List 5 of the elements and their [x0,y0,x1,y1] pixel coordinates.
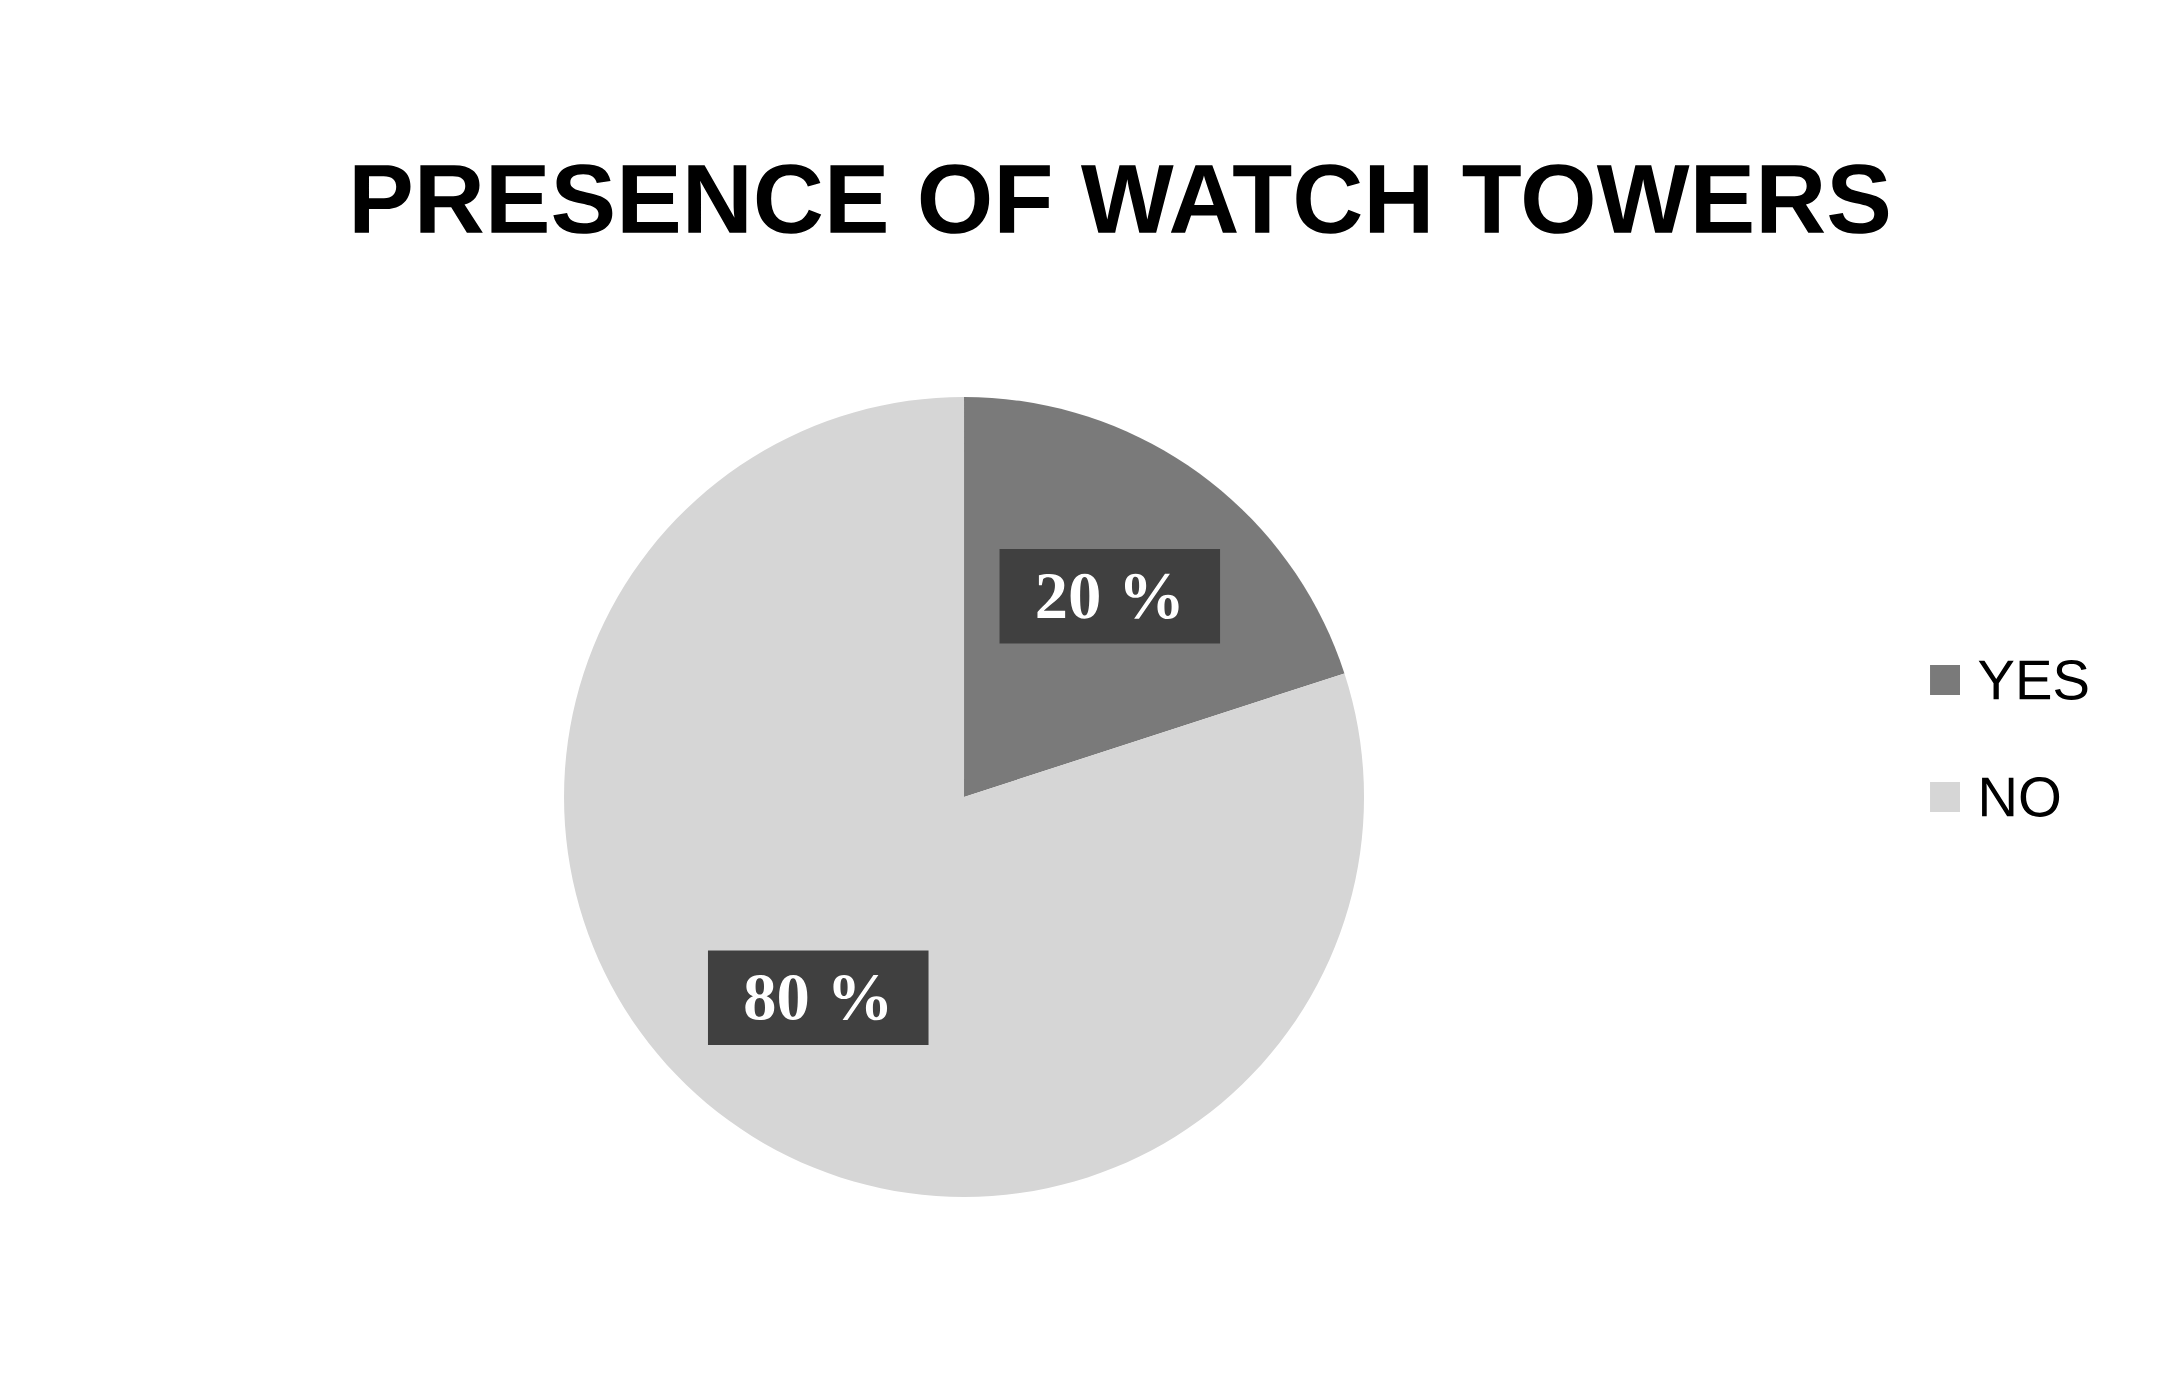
legend-label: YES [1978,660,2088,700]
data-label: 20 % [1037,573,1179,619]
legend-label: NO [1982,777,2060,817]
chart-title: PRESENCE OF WATCH TOWERS [354,164,1889,234]
data-label: 80 % [745,975,888,1021]
